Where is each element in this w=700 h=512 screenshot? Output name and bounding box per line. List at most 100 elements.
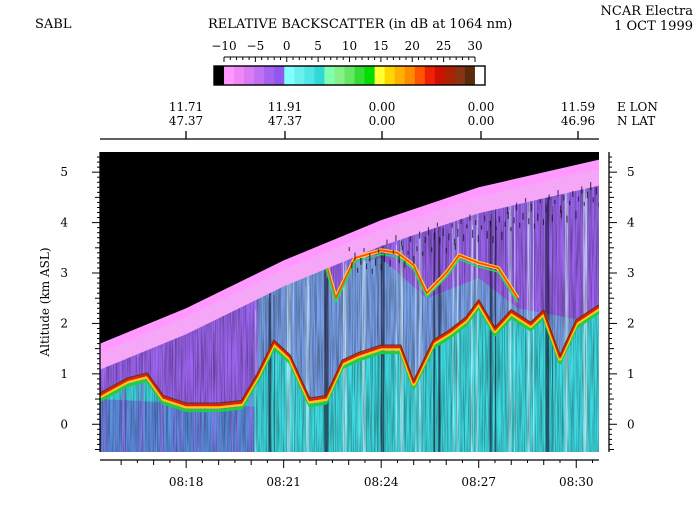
- colorbar-tick-label: 20: [405, 39, 420, 53]
- speckle-dot: [445, 248, 447, 254]
- longitude-value: 0.00: [468, 100, 495, 114]
- speckle-dot: [566, 215, 568, 223]
- speckle-dot: [581, 186, 583, 194]
- x-tick-label: 08:24: [364, 475, 399, 489]
- speckle-dot: [348, 247, 350, 252]
- latitude-value: 47.37: [268, 114, 302, 128]
- colorbar-swatch: [424, 66, 436, 85]
- speckle-dot: [548, 194, 550, 200]
- speckle-dot: [498, 216, 500, 223]
- colorbar-swatch: [234, 66, 245, 85]
- speckle-dot: [510, 227, 512, 232]
- colorbar-swatch: [444, 66, 456, 85]
- speckle-dot: [528, 218, 530, 225]
- speckle-dot: [560, 210, 562, 219]
- latitude-label: N LAT: [617, 114, 655, 128]
- y-tick-label: 3: [60, 266, 68, 280]
- navigation-axis: 11.7147.3711.9147.370.000.000.000.0011.5…: [100, 100, 658, 140]
- latitude-value: 47.37: [169, 114, 203, 128]
- speckle-dot: [598, 202, 599, 207]
- speckle-dot: [389, 259, 391, 267]
- colorbar-swatch: [394, 66, 406, 85]
- near-field-band: [100, 159, 599, 370]
- speckle-dot: [431, 247, 433, 253]
- plot-axes: 0 0 1 1 2 2 3 3 4 4 5 5 08:18 08:21 08:24 08:27 08:30: [60, 152, 635, 489]
- colorbar-swatch: [474, 66, 486, 85]
- speckle-dot: [416, 246, 418, 252]
- speckle-dot: [489, 220, 492, 226]
- y-tick-label-right: 4: [627, 216, 635, 230]
- speckle-dot: [539, 199, 541, 204]
- colorbar: −10 −5 0 5 10 15 20 25 30: [211, 39, 486, 86]
- colorbar-swatch: [434, 66, 446, 85]
- speckle-dot: [484, 215, 486, 222]
- y-tick-label: 1: [60, 367, 68, 381]
- colorbar-swatch: [384, 66, 396, 85]
- speckle-dot: [351, 262, 353, 269]
- speckle-dot: [360, 257, 362, 265]
- speckle-dot: [369, 253, 371, 262]
- x-tick-label: 08:21: [266, 475, 301, 489]
- speckle-dot: [401, 245, 403, 251]
- speckle-dot: [471, 229, 474, 238]
- speckle-dot: [395, 235, 397, 242]
- y-tick-label-right: 5: [627, 165, 635, 179]
- plot-area: [100, 152, 599, 452]
- speckle-dot: [590, 182, 592, 191]
- speckle-dot: [551, 214, 553, 222]
- speckle-dot: [457, 228, 459, 237]
- speckle-dot: [557, 190, 559, 197]
- longitude-value: 11.59: [561, 100, 595, 114]
- speckle-dot: [583, 201, 585, 206]
- colorbar-tick-label: 0: [283, 39, 291, 53]
- speckle-dot: [560, 205, 562, 214]
- speckle-dot: [454, 243, 456, 250]
- x-tick-label: 08:30: [559, 475, 594, 489]
- latitude-value: 0.00: [468, 114, 495, 128]
- colorbar-swatch: [354, 66, 366, 85]
- speckle-dot: [545, 204, 547, 213]
- boundary-layer-edge: [100, 305, 599, 413]
- speckle-dot: [413, 256, 415, 265]
- longitude-value: 0.00: [369, 100, 396, 114]
- speckle-dot: [371, 268, 373, 274]
- speckle-dot: [542, 219, 545, 226]
- longitude-label: E LON: [617, 100, 658, 114]
- colorbar-tick-label: −10: [211, 39, 236, 53]
- speckle-dot: [378, 248, 380, 253]
- colorbar-swatch: [414, 66, 426, 85]
- colorbar-swatch: [214, 66, 225, 85]
- speckle-dot: [422, 251, 424, 256]
- speckle-dot: [383, 254, 386, 263]
- colorbar-swatch: [464, 66, 476, 85]
- flight-date: 1 OCT 1999: [614, 19, 693, 34]
- y-tick-label-right: 0: [627, 417, 635, 431]
- colorbar-tick-label: −5: [247, 39, 265, 53]
- speckle-dot: [495, 226, 497, 231]
- speckle-dot: [524, 198, 527, 203]
- colorbar-swatch: [244, 66, 255, 85]
- speckle-dot: [507, 211, 509, 219]
- speckle-dot: [530, 203, 532, 212]
- speckle-dot: [572, 191, 574, 198]
- speckle-dot: [519, 222, 521, 228]
- speckle-dot: [595, 187, 598, 195]
- speckle-dot: [386, 239, 388, 245]
- colorbar-swatch: [254, 66, 265, 85]
- speckle-dot: [363, 248, 365, 253]
- speckle-dot: [501, 231, 503, 240]
- colorbar-frame: [213, 65, 486, 86]
- x-tick-label: 08:18: [169, 475, 204, 489]
- speckle-dot: [354, 252, 356, 261]
- speckle-dot: [356, 267, 359, 273]
- y-tick-label-right: 2: [627, 316, 635, 330]
- speckle-dot: [374, 258, 377, 266]
- speckle-dot: [436, 222, 439, 227]
- speckle-dot: [392, 249, 394, 254]
- speckle-dot: [427, 227, 430, 236]
- speckle-dot: [380, 264, 382, 271]
- near-field-core: [100, 159, 599, 353]
- speckle-dot: [533, 223, 536, 229]
- colorbar-swatch: [334, 66, 346, 85]
